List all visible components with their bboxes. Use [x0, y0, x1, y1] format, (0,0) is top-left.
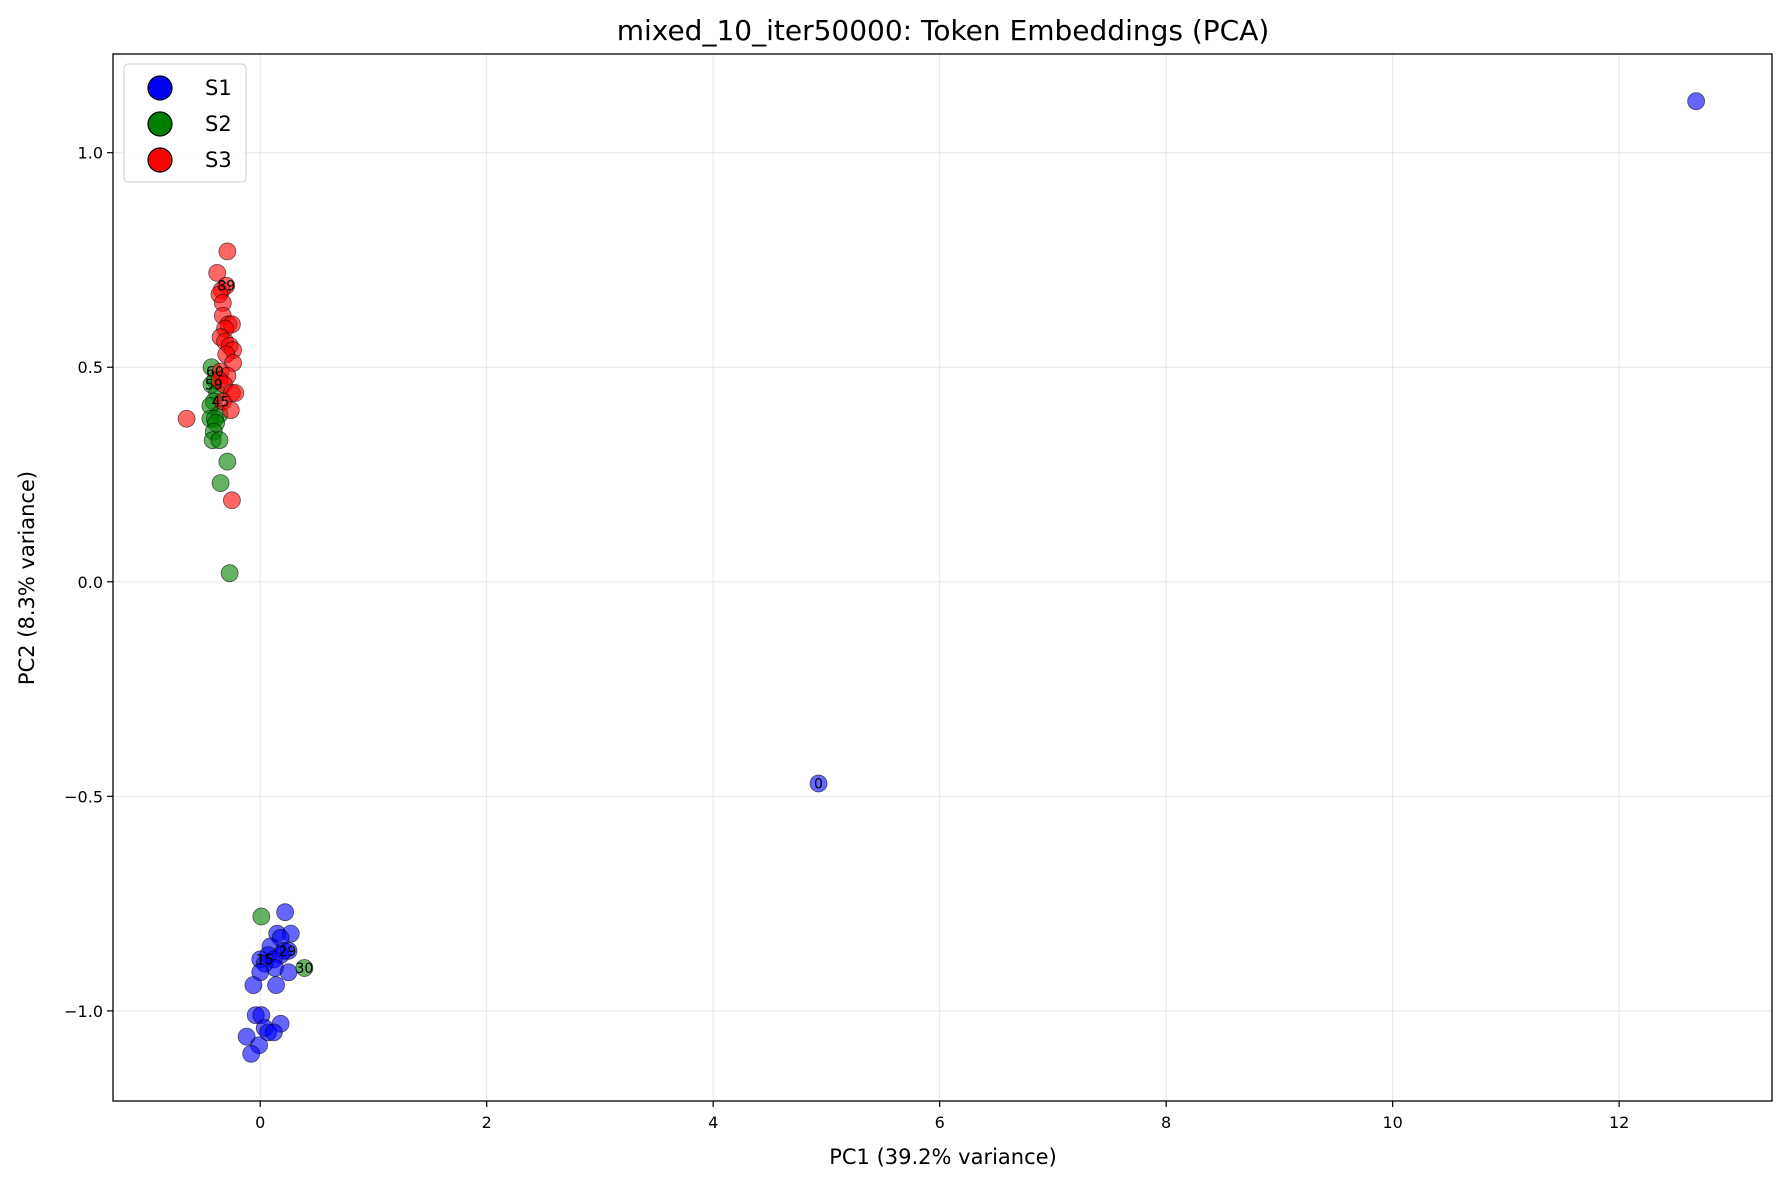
y-tick-label: −1.0 [64, 1002, 103, 1021]
point-s3 [208, 263, 227, 282]
point-label: 45 [212, 395, 230, 411]
point-s2 [218, 452, 237, 471]
point-s3 [221, 401, 240, 420]
point-s2 [220, 564, 239, 583]
point-label: 0 [814, 776, 823, 792]
point-layer [177, 92, 1706, 1063]
point-label: 89 [217, 279, 235, 295]
point-s3 [177, 409, 196, 428]
point-label: 29 [278, 944, 296, 960]
point-s1 [809, 774, 828, 793]
x-axis: 0 2 4 6 8 10 12 [255, 1101, 1629, 1132]
legend: S1 S2 S3 [123, 63, 247, 183]
x-tick-label: 6 [935, 1113, 945, 1132]
point-label: 30 [295, 961, 313, 977]
legend-marker-s2 [147, 111, 173, 137]
point-s1 [244, 976, 263, 995]
y-tick-label: 1.0 [78, 144, 103, 163]
x-tick-label: 4 [708, 1113, 718, 1132]
point-s1 [237, 1027, 256, 1046]
point-s2 [211, 474, 230, 492]
legend-marker-s3 [147, 147, 173, 173]
x-tick-label: 0 [255, 1113, 265, 1132]
point-s2 [252, 907, 271, 926]
x-axis-label: PC1 (39.2% variance) [829, 1145, 1057, 1169]
point-s1 [264, 1023, 283, 1042]
x-tick-label: 2 [482, 1113, 492, 1132]
point-s2 [295, 959, 314, 977]
legend-label: S1 [205, 76, 232, 100]
legend-label: S3 [205, 148, 232, 172]
grid [113, 54, 1772, 1101]
point-s3 [223, 491, 241, 510]
point-s3 [218, 242, 237, 261]
point-s2 [210, 431, 229, 450]
y-tick-label: 0.5 [78, 358, 103, 377]
point-s1 [267, 976, 285, 995]
point-label: 60 [206, 365, 224, 381]
chart-title: mixed_10_iter50000: Token Embeddings (PC… [617, 14, 1270, 47]
y-tick-label: 0.0 [78, 573, 103, 592]
x-tick-label: 12 [1609, 1113, 1629, 1132]
y-axis-label: PC2 (8.3% variance) [15, 471, 39, 685]
legend-label: S2 [205, 112, 232, 136]
point-s1 [276, 903, 295, 922]
legend-marker-s1 [147, 75, 173, 101]
y-axis: −1.0 −0.5 0.0 0.5 1.0 [64, 144, 113, 1021]
point-label: 59 [205, 377, 223, 393]
point-s1 [242, 1044, 261, 1063]
x-tick-label: 10 [1382, 1113, 1402, 1132]
x-tick-label: 8 [1161, 1113, 1171, 1132]
point-s3 [226, 384, 245, 402]
point-label: 15 [256, 952, 274, 968]
point-s1 [1687, 92, 1706, 111]
y-tick-label: −0.5 [64, 787, 103, 806]
plot-area-frame [112, 53, 1773, 1102]
